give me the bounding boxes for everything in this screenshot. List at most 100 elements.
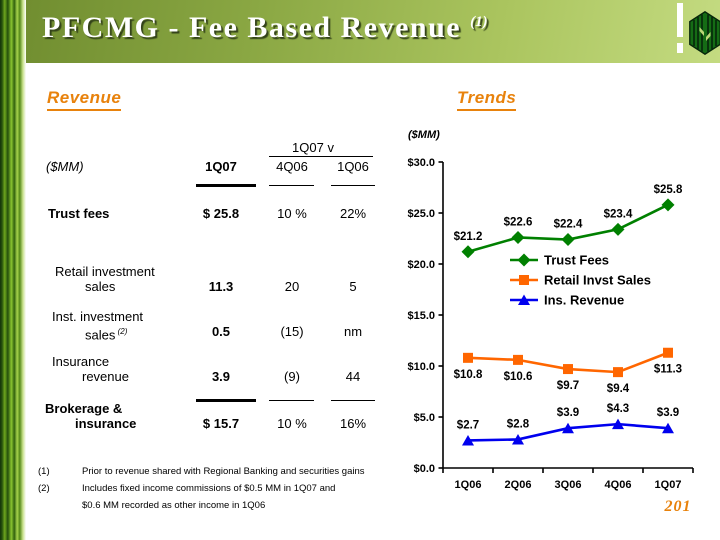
total-overline-1q07 (196, 399, 256, 402)
marker-square (613, 367, 623, 378)
marker-square (519, 275, 529, 285)
marker-diamond (517, 253, 531, 267)
trends-line-chart: $0.0 $5.0 $10.0 $15.0 $20.0 $25.0 $30.0 1Q06 2Q0… (407, 157, 694, 491)
x-tick-label: 1Q07 (655, 479, 682, 491)
marker-diamond (461, 245, 475, 259)
data-label: $23.4 (604, 208, 633, 220)
row-label-line2: insurance (75, 416, 137, 431)
comparison-header-underline (269, 156, 373, 157)
col-1q06-underline (331, 185, 375, 186)
row-value-vs-1q06: 44 (345, 369, 361, 384)
data-label: $2.8 (507, 418, 530, 430)
data-label: $11.3 (654, 364, 682, 376)
footnote-text: Prior to revenue shared with Regional Ba… (82, 466, 365, 477)
y-tick-label: $10.0 (407, 361, 435, 373)
marker-triangle (662, 422, 674, 434)
marker-triangle (512, 433, 524, 445)
header-band (0, 0, 720, 63)
row-value-1q07: $ 25.8 (202, 206, 240, 221)
row-value-vs-1q06: nm (343, 324, 363, 339)
col-1q07-underline (196, 184, 256, 187)
marker-diamond (611, 222, 625, 236)
y-tick-label: $0.0 (414, 463, 435, 475)
data-label: $21.2 (454, 231, 483, 243)
table-col-1q06: 1Q06 (337, 159, 369, 174)
table-col-1q07: 1Q07 (205, 159, 237, 174)
marker-triangle (518, 294, 530, 305)
data-label: $22.6 (504, 216, 533, 228)
y-tick-label: $30.0 (407, 157, 435, 169)
data-label: $3.9 (557, 407, 579, 419)
legend-label: Trust Fees (544, 253, 609, 268)
footnote-text: $0.6 MM recorded as other income in 1Q06 (82, 500, 266, 511)
row-label-line2: sales (85, 279, 116, 294)
row-value-1q07: 11.3 (208, 279, 234, 294)
row-value-vs-4q06: 10 % (277, 206, 307, 221)
left-accent-bar (0, 0, 26, 540)
header-accent-dot (677, 43, 683, 53)
header-accent-bar (677, 3, 683, 37)
revenue-heading: Revenue (47, 88, 122, 111)
row-label: Brokerage & (45, 401, 123, 416)
row-value-vs-1q06: 5 (349, 279, 357, 294)
legend-label: Ins. Revenue (544, 293, 624, 308)
footnote-marker: (1) (38, 466, 50, 477)
data-label: $10.8 (454, 369, 483, 381)
table-col-4q06: 4Q06 (276, 159, 308, 174)
row-label: Insurance (52, 354, 110, 369)
y-tick-label: $25.0 (407, 208, 435, 220)
data-label: $3.9 (657, 407, 679, 419)
chart-unit-label: ($MM) (408, 129, 440, 141)
x-tick-label: 2Q06 (505, 479, 532, 491)
data-label: $2.7 (457, 419, 479, 431)
hexagon-logo-icon (689, 10, 720, 56)
row-value-vs-4q06: (15) (280, 324, 304, 339)
row-label: Trust fees (48, 206, 110, 221)
x-tick-label: 1Q06 (455, 479, 482, 491)
row-label: Inst. investment (52, 309, 144, 324)
data-label: $22.4 (554, 219, 583, 231)
marker-diamond (511, 230, 525, 244)
x-tick-label: 4Q06 (605, 479, 632, 491)
y-tick-label: $20.0 (407, 259, 435, 271)
company-logo (689, 10, 720, 60)
marker-square (513, 354, 523, 365)
footnote-marker: (2) (38, 483, 50, 494)
trends-heading: Trends (457, 88, 517, 111)
row-label-line2: sales (2) (85, 327, 128, 343)
data-label: $9.4 (607, 383, 630, 395)
marker-triangle (612, 418, 624, 430)
legend-label: Retail Invst Sales (544, 273, 651, 288)
row-value-1q07: $ 15.7 (202, 416, 240, 431)
title-footnote-ref: (1) (470, 14, 488, 30)
x-tick-label: 3Q06 (555, 479, 582, 491)
col-4q06-underline (269, 185, 314, 186)
marker-square (563, 364, 573, 375)
total-overline-4q06 (269, 400, 314, 401)
row-value-1q07: 3.9 (211, 369, 231, 384)
data-label: $4.3 (607, 403, 629, 415)
data-label: $10.6 (504, 371, 533, 383)
row-value-vs-1q06: 22% (339, 206, 367, 221)
total-overline-1q06 (331, 400, 375, 401)
page-title: PFCMG - Fee Based Revenue (1) (42, 11, 488, 45)
table-comparison-header: 1Q07 v (292, 140, 334, 155)
y-tick-label: $15.0 (407, 310, 435, 322)
row-value-vs-1q06: 16% (339, 416, 367, 431)
marker-square (463, 352, 473, 363)
data-label: $9.7 (557, 380, 579, 392)
footnote-text: Includes fixed income commissions of $0.… (82, 483, 336, 494)
row-value-vs-4q06: 10 % (277, 416, 307, 431)
marker-diamond (561, 233, 575, 247)
page-number: 201 (664, 498, 692, 515)
marker-square (663, 347, 673, 358)
marker-triangle (562, 422, 574, 434)
table-unit-label: ($MM) (46, 159, 84, 174)
page-title-text: PFCMG - Fee Based Revenue (42, 11, 462, 44)
y-tick-label: $5.0 (414, 412, 435, 424)
row-value-vs-4q06: 20 (284, 279, 300, 294)
row-label: Retail investment (55, 264, 155, 279)
row-value-1q07: 0.5 (211, 324, 231, 339)
data-label: $25.8 (654, 184, 683, 196)
